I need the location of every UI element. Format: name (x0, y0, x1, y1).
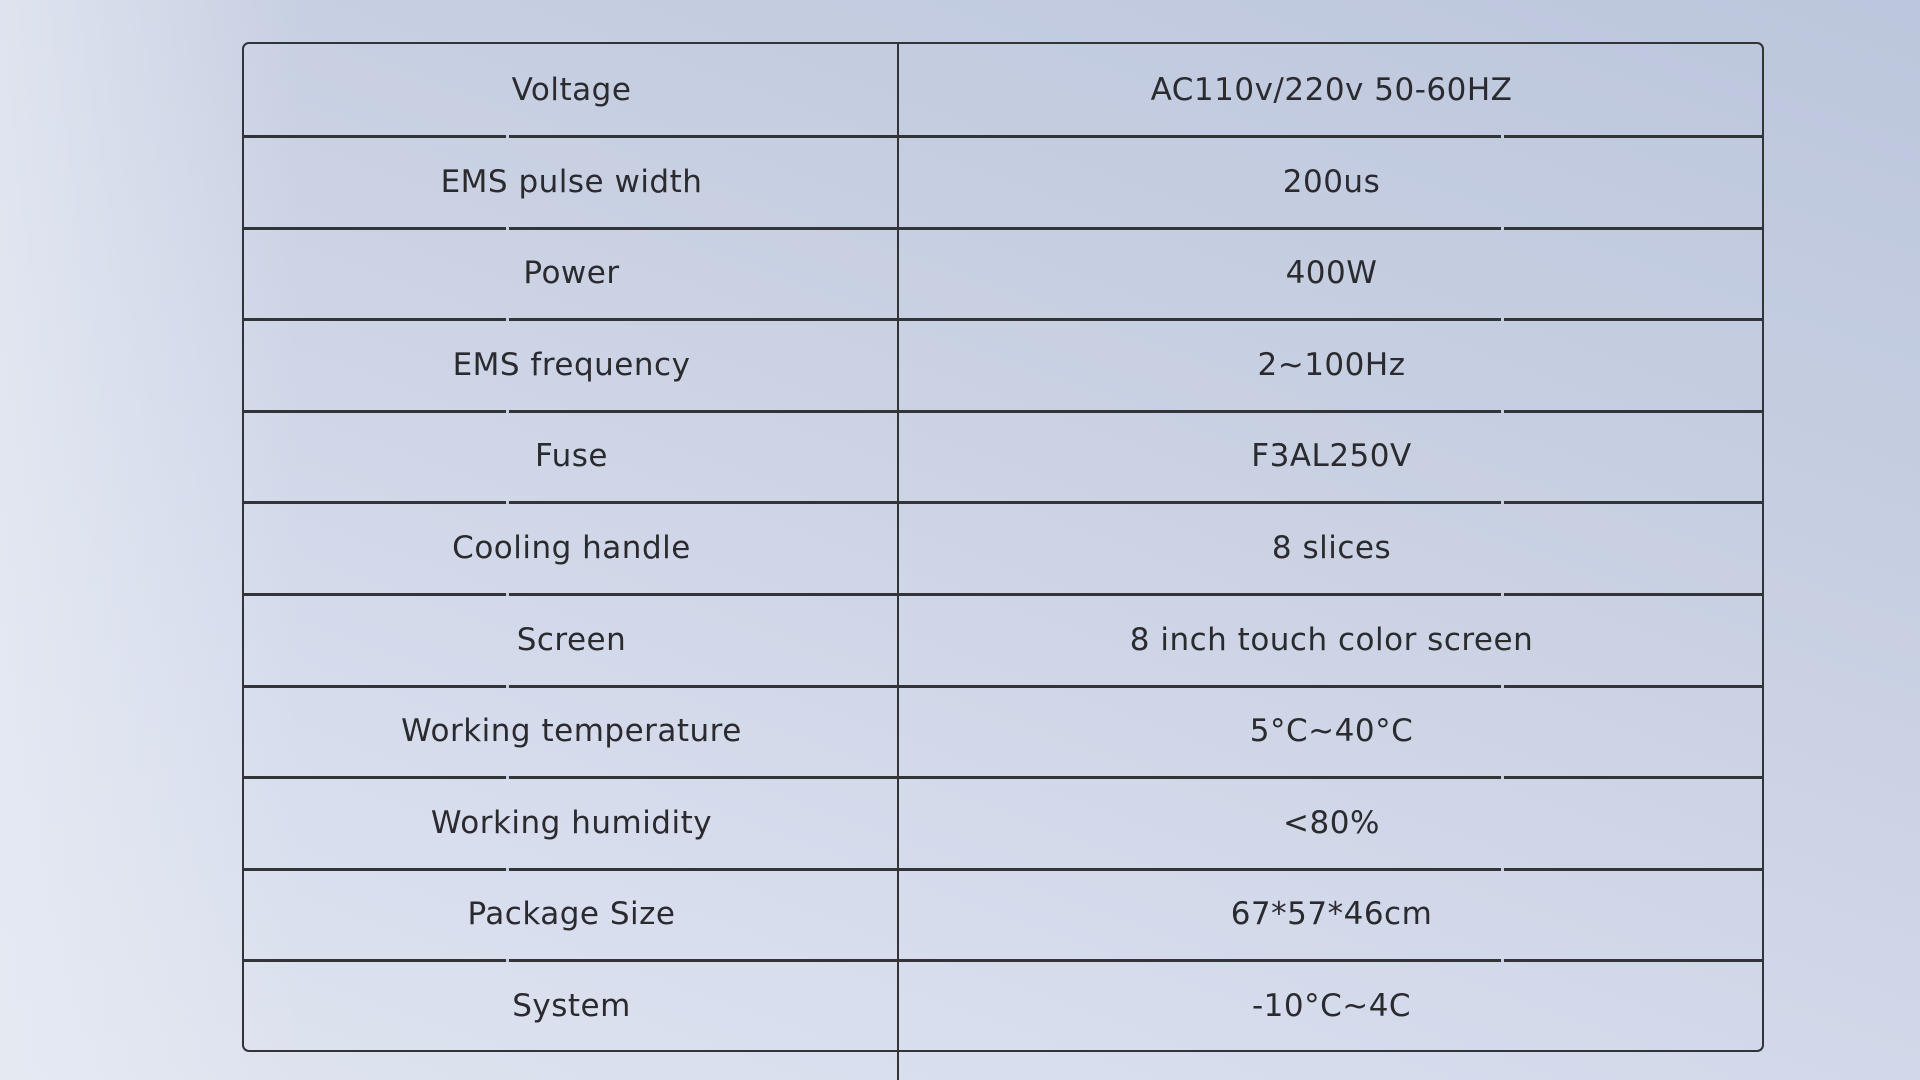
table-row: System -10°C~4C (244, 960, 1762, 1052)
spec-label: Power (523, 255, 620, 292)
spec-label: Voltage (511, 72, 632, 108)
line-gap (1501, 318, 1504, 322)
line-gap (506, 684, 509, 688)
line-gap (506, 135, 509, 138)
table-row: Screen 8 inch touch color screen (244, 594, 1762, 688)
line-gap (506, 593, 509, 596)
table-row: Package Size 67*57*46cm (244, 868, 1762, 963)
table-row: Power 400W (244, 227, 1762, 322)
table-row: Working humidity <80% (244, 777, 1762, 871)
line-gap (1501, 135, 1504, 138)
table-row: Fuse F3AL250V (244, 410, 1762, 505)
line-gap (506, 501, 509, 505)
row-divider (244, 135, 1762, 138)
spec-table: Voltage AC110v/220v 50-60HZ EMS pulse wi… (242, 42, 1764, 1052)
line-gap (506, 226, 509, 230)
row-divider (244, 776, 1762, 780)
spec-label: EMS pulse width (440, 163, 703, 200)
line-gap (1501, 959, 1504, 963)
line-gap (1501, 409, 1504, 413)
line-gap (1501, 776, 1504, 780)
row-divider (244, 867, 1762, 871)
spec-value: 400W (1285, 255, 1378, 292)
line-gap (506, 318, 509, 322)
spec-label: Working humidity (430, 804, 713, 841)
spec-label: Fuse (534, 438, 608, 475)
spec-value: 8 inch touch color screen (1129, 621, 1534, 658)
line-gap (1501, 226, 1504, 230)
spec-value: 67*57*46cm (1230, 896, 1433, 933)
line-gap (506, 776, 509, 780)
line-gap (506, 409, 509, 413)
spec-value: 8 slices (1271, 530, 1392, 566)
spec-value: -10°C~4C (1251, 988, 1412, 1024)
table-row: Working temperature 5°C~40°C (244, 685, 1762, 780)
spec-value: 200us (1282, 163, 1381, 200)
row-divider (244, 318, 1762, 322)
spec-value: 2~100Hz (1257, 346, 1406, 383)
spec-value: <80% (1283, 804, 1380, 841)
spec-label: Package Size (467, 896, 676, 933)
table-row: Cooling handle 8 slices (244, 502, 1762, 596)
row-divider (244, 409, 1762, 413)
row-divider (244, 501, 1762, 505)
row-divider (244, 593, 1762, 596)
background-highlight (0, 0, 300, 1080)
line-gap (1501, 867, 1504, 871)
table-row: EMS frequency 2~100Hz (244, 319, 1762, 413)
line-gap (506, 867, 509, 871)
row-divider (244, 226, 1762, 230)
spec-label: Working temperature (401, 713, 742, 750)
spec-value: 5°C~40°C (1249, 713, 1414, 750)
line-gap (1501, 593, 1504, 596)
spec-value: F3AL250V (1251, 438, 1412, 475)
line-gap (1501, 501, 1504, 505)
row-divider (244, 684, 1762, 688)
spec-label: System (512, 988, 631, 1024)
column-divider (897, 42, 899, 1080)
spec-label: EMS frequency (452, 346, 691, 383)
table-row: Voltage AC110v/220v 50-60HZ (244, 44, 1762, 138)
line-gap (1501, 684, 1504, 688)
table-row: EMS pulse width 200us (244, 136, 1762, 230)
row-divider (244, 959, 1762, 963)
line-gap (506, 959, 509, 963)
spec-label: Screen (516, 621, 627, 658)
spec-label: Cooling handle (452, 530, 691, 566)
spec-value: AC110v/220v 50-60HZ (1150, 72, 1513, 108)
